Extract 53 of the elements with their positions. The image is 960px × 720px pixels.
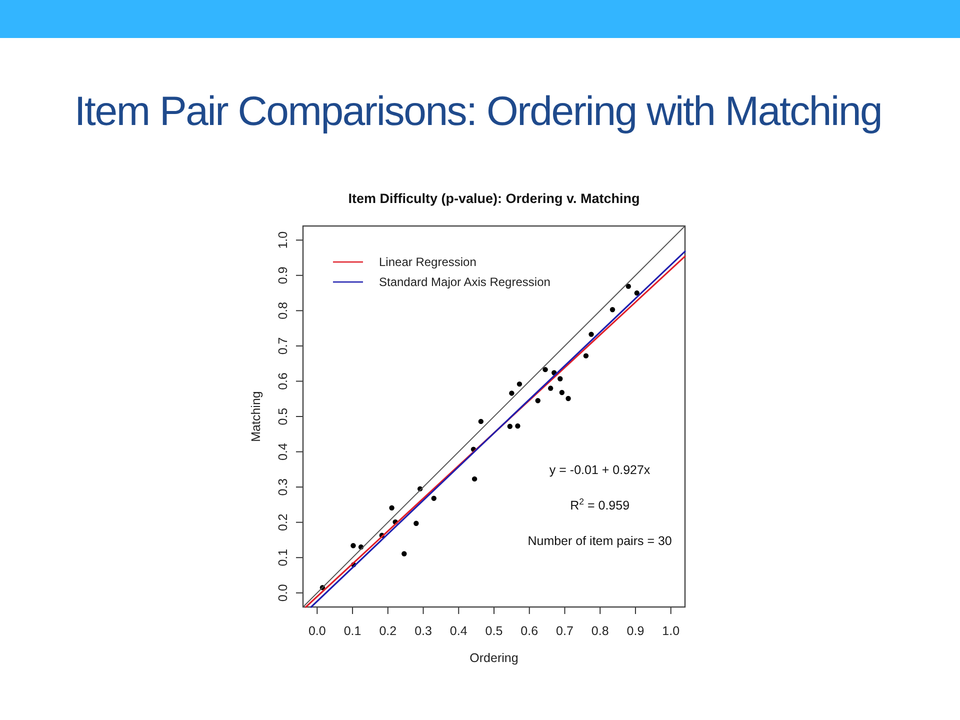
annotation: Number of item pairs = 30 [528, 534, 672, 548]
y-tick-label: 0.0 [276, 584, 290, 602]
y-tick-label: 0.7 [276, 337, 290, 355]
chart-title: Item Pair Comparisons: Ordering with Matching [74, 88, 882, 134]
x-tick-label: 0.1 [344, 624, 362, 638]
x-axis-title: Ordering [470, 651, 518, 665]
x-tick-label: 0.6 [520, 624, 538, 638]
x-tick-label: 0.9 [626, 624, 644, 638]
point [431, 496, 436, 501]
x-tick-label: 0.7 [556, 624, 574, 638]
point [472, 476, 478, 482]
point [402, 551, 407, 556]
point [542, 366, 548, 372]
y-tick-label: 0.2 [276, 514, 290, 532]
point [634, 290, 640, 296]
x-tick-label: 0.5 [485, 624, 503, 638]
point [350, 543, 356, 548]
point [583, 353, 589, 358]
point [558, 376, 563, 382]
point [559, 390, 565, 396]
annotation: R$^{2}$ = 0.959 [570, 496, 630, 512]
x-tick-label: 0.4 [450, 624, 468, 638]
point [509, 390, 514, 396]
y-tick-label: 1.0 [276, 231, 290, 249]
point [414, 520, 419, 526]
point [610, 307, 616, 312]
legend-label: Standard Major Axis Regression [379, 275, 550, 289]
x-tick-label: 0.8 [591, 624, 609, 638]
legend-label: Linear Regression [379, 255, 476, 269]
point [566, 396, 571, 402]
x-tick-label: 1.0 [662, 624, 680, 638]
point [389, 505, 394, 510]
y-tick-label: 0.1 [276, 548, 290, 566]
y-axis-title: Matching [249, 391, 263, 442]
chart-subtitle: Item Difficulty (p-value): Ordering v. Matching [348, 191, 640, 206]
x-tick-label: 0.0 [308, 624, 326, 638]
y-tick-label: 0.3 [276, 478, 290, 496]
y-tick-label: 0.4 [276, 443, 290, 460]
x-tick-label: 0.2 [379, 624, 397, 638]
annotation: y = -0.01 + 0.927x [549, 462, 651, 477]
y-tick-label: 0.9 [276, 266, 290, 284]
point [588, 332, 594, 337]
point [507, 424, 513, 429]
point [535, 398, 540, 404]
point [515, 423, 520, 429]
point [516, 381, 522, 387]
point [626, 284, 632, 289]
point [548, 386, 554, 391]
y-tick-label: 0.6 [276, 372, 290, 390]
y-tick-label: 0.5 [276, 408, 290, 426]
y-tick-label: 0.8 [276, 302, 290, 320]
point [478, 418, 484, 424]
x-tick-label: 0.3 [414, 624, 432, 638]
